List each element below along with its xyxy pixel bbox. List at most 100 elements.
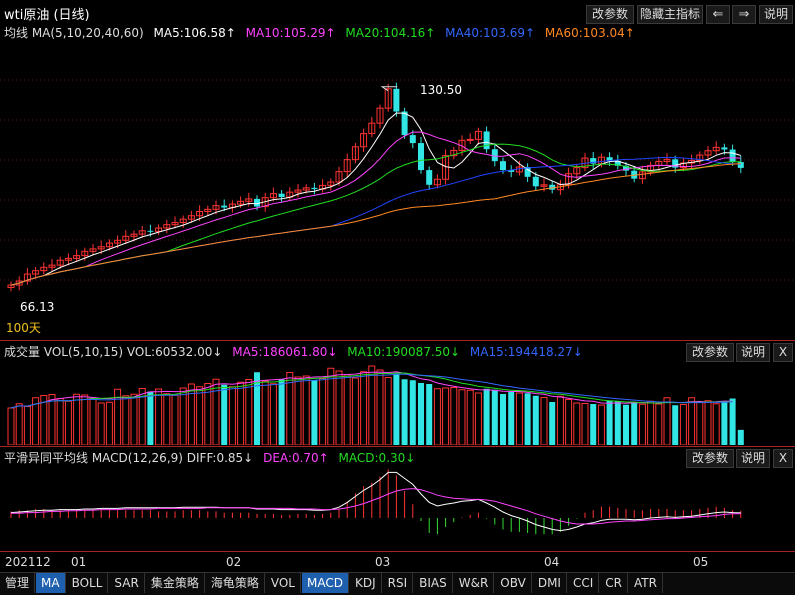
volume-bar <box>663 397 671 445</box>
candle-body <box>409 135 416 144</box>
volume-bar <box>179 387 187 445</box>
candle-body <box>458 139 466 151</box>
volume-bar <box>368 365 376 445</box>
tab-obv[interactable]: OBV <box>495 573 532 593</box>
candle-body <box>672 159 679 168</box>
volume-bar <box>81 394 89 445</box>
diff-line <box>10 471 741 532</box>
macd-close-button[interactable]: X <box>773 449 793 468</box>
volume-bar <box>737 429 744 445</box>
macd-value: MACD:0.30↓ <box>338 451 416 465</box>
candle-body <box>737 162 744 168</box>
tab-vol[interactable]: VOL <box>266 573 301 593</box>
tab-bias[interactable]: BIAS <box>414 573 453 593</box>
macd-chart[interactable] <box>0 466 795 551</box>
candle-body <box>32 270 40 275</box>
candle-body <box>221 205 228 208</box>
panel-divider <box>0 340 795 341</box>
candle-body <box>147 230 154 232</box>
candle-body <box>23 273 31 282</box>
volume-bar <box>483 388 490 445</box>
tab-cci[interactable]: CCI <box>568 573 600 593</box>
price-chart[interactable] <box>0 40 795 340</box>
volume-bar <box>524 393 531 445</box>
tab-[interactable]: 管理 <box>0 573 36 593</box>
candle-body <box>508 170 515 172</box>
candle-body <box>614 160 621 166</box>
volume-bar <box>450 387 458 445</box>
volume-bar <box>105 401 113 445</box>
tab-[interactable]: 海龟策略 <box>206 573 265 593</box>
volume-bar <box>56 398 64 445</box>
candle-body <box>426 170 433 185</box>
candle-body <box>540 184 548 187</box>
vol-params-button[interactable]: 改参数 <box>686 343 734 362</box>
candle-body <box>122 235 130 241</box>
macd-dea: DEA:0.70↑ <box>263 451 329 465</box>
volume-bar <box>319 378 327 445</box>
tab-dmi[interactable]: DMI <box>533 573 567 593</box>
tab-boll[interactable]: BOLL <box>67 573 109 593</box>
volume-bar <box>40 395 48 445</box>
macd-help-button[interactable]: 说明 <box>736 449 770 468</box>
panel-divider <box>0 551 795 552</box>
volume-bar <box>500 394 506 445</box>
vol-close-button[interactable]: X <box>773 343 793 362</box>
volume-bar <box>15 403 23 445</box>
tab-sar[interactable]: SAR <box>109 573 145 593</box>
volume-bar <box>89 397 97 445</box>
tab-cr[interactable]: CR <box>600 573 628 593</box>
volume-bar <box>426 384 433 445</box>
volume-bar <box>721 401 728 445</box>
volume-bar <box>442 387 450 445</box>
volume-bar <box>433 388 441 445</box>
date-label: 01 <box>71 555 87 569</box>
ma60-line <box>10 163 741 286</box>
candle-body <box>474 130 482 140</box>
candle-body <box>606 157 613 161</box>
candle-body <box>237 200 245 205</box>
tab-atr[interactable]: ATR <box>629 573 663 593</box>
ma5-line <box>10 112 741 286</box>
candle-body <box>623 165 629 171</box>
date-label: 05 <box>693 555 709 569</box>
tab-[interactable]: 集金策略 <box>146 573 205 593</box>
candle-body <box>40 266 48 272</box>
date-axis: 202112 01 02 03 04 05 <box>0 553 795 571</box>
candle-body <box>105 242 113 248</box>
volume-bar <box>163 393 171 445</box>
vol-ma10: MA10:190087.50↓ <box>347 345 461 359</box>
tab-kdj[interactable]: KDJ <box>350 573 382 593</box>
volume-bar <box>335 370 343 445</box>
volume-bar <box>245 379 253 445</box>
macd-title: 平滑异同平均线 MACD(12,26,9) DIFF:0.85↓ <box>4 451 254 465</box>
volume-bar <box>549 402 556 445</box>
volume-chart[interactable] <box>0 363 795 445</box>
candle-body <box>311 187 318 190</box>
tab-wr[interactable]: W&R <box>454 573 495 593</box>
candle-body <box>254 198 260 207</box>
change-params-button[interactable]: 改参数 <box>586 5 634 24</box>
candle-body <box>204 208 212 212</box>
tab-ma[interactable]: MA <box>36 573 66 593</box>
candle-body <box>245 198 253 202</box>
help-button[interactable]: 说明 <box>759 5 793 24</box>
volume-bar <box>614 401 621 445</box>
hide-indicator-button[interactable]: 隐藏主指标 <box>637 5 703 24</box>
arrow-left-icon[interactable]: ⇐ <box>706 5 730 24</box>
tab-rsi[interactable]: RSI <box>383 573 414 593</box>
vol-help-button[interactable]: 说明 <box>736 343 770 362</box>
candle-body <box>212 205 220 210</box>
volume-bar <box>466 389 474 445</box>
volume-bar <box>97 402 105 445</box>
candle-body <box>278 193 285 198</box>
volume-bar <box>597 404 605 445</box>
candle-body <box>631 170 638 179</box>
macd-params-button[interactable]: 改参数 <box>686 449 734 468</box>
tab-macd[interactable]: MACD <box>301 573 349 593</box>
candle-body <box>483 131 490 150</box>
volume-bar <box>647 400 655 445</box>
arrow-right-icon[interactable]: ⇒ <box>732 5 756 24</box>
days-label: 100天 <box>6 321 41 335</box>
dea-line <box>11 488 741 525</box>
